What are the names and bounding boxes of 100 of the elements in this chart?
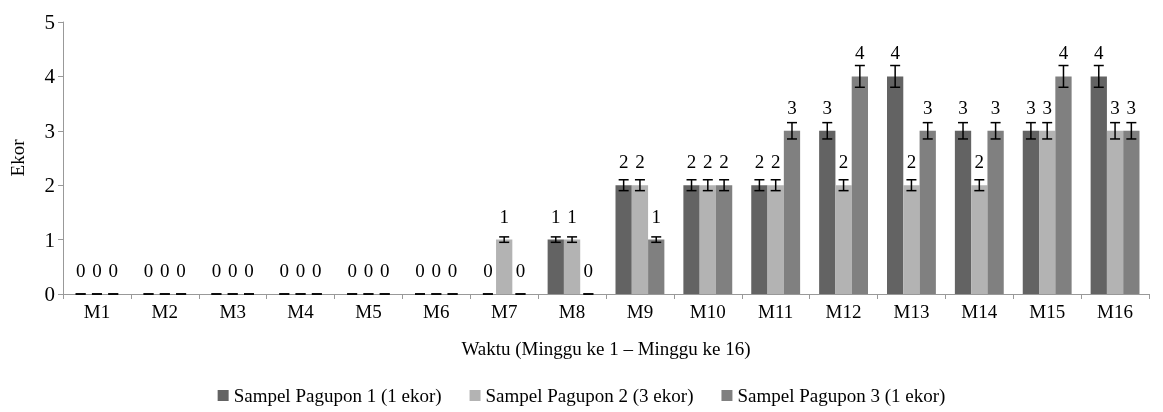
bar [835,185,852,294]
bar [987,130,1004,294]
x-tick-label: M5 [355,301,382,322]
x-tick-label: M9 [626,301,654,322]
y-tick-label: 5 [44,10,55,34]
x-tick-label: M13 [893,301,930,322]
legend-label: Sampel Pagupon 2 (3 ekor) [485,385,694,407]
data-label: 2 [703,151,713,173]
bar [887,76,904,294]
x-tick-label: M7 [490,301,518,322]
bar [819,130,836,294]
y-tick-label: 3 [44,118,55,143]
bar [903,185,920,294]
data-label: 0 [379,260,390,281]
bar [547,239,564,294]
data-label: 3 [1126,96,1137,118]
bar [1055,76,1072,294]
data-label: 2 [719,151,729,173]
data-label: 4 [890,42,901,64]
bar [1039,130,1056,294]
bar [615,185,632,294]
data-label: 4 [1058,42,1069,64]
bar [851,76,868,294]
bar [496,239,513,294]
data-label: 0 [108,260,118,281]
y-tick-label: 0 [44,282,55,306]
x-tick-label: M15 [1029,301,1066,322]
x-axis-title: Waktu (Minggu ke 1 – Minggu ke 16) [461,338,751,360]
data-label: 1 [551,205,561,227]
data-label: 0 [160,260,170,281]
data-label: 1 [567,205,577,227]
bar [1090,76,1107,294]
x-tick-label: M12 [825,301,862,322]
bar [683,185,700,294]
x-tick-label: M14 [961,301,998,322]
data-label: 4 [855,42,866,64]
bar [954,130,972,294]
data-label: 3 [958,96,968,118]
bar [767,185,784,294]
x-tick-label: M2 [151,301,179,322]
y-axis-title: Ekor [7,138,28,177]
data-label: 0 [447,260,458,281]
legend-label: Sampel Pagupon 3 (1 ekor) [737,385,946,407]
data-label: 2 [974,151,985,173]
x-tick-label: M16 [1097,301,1134,322]
y-tick-label: 4 [44,64,56,89]
x-tick-label: M11 [758,301,794,322]
data-label: 0 [244,260,254,281]
x-tick-label: M8 [558,301,586,322]
bar [751,185,768,294]
data-label: 1 [499,205,509,227]
x-tick-label: M6 [423,301,450,322]
data-label: 0 [583,260,594,281]
data-label: 0 [295,260,306,281]
bar [699,185,716,294]
data-label: 2 [686,151,697,173]
x-tick-label: M1 [83,301,111,322]
data-label: 0 [431,260,442,281]
data-label: 2 [635,151,645,173]
y-tick-label: 1 [44,227,55,252]
data-label: 2 [754,151,765,173]
data-label: 3 [787,96,797,118]
data-label: 1 [651,205,661,227]
data-label: 0 [92,260,102,281]
bar [971,185,988,294]
bar [783,130,801,294]
data-label: 3 [822,96,833,118]
data-label: 3 [1042,96,1052,118]
legend-label: Sampel Pagupon 1 (1 ekor) [233,385,442,407]
data-label: 0 [211,260,222,281]
bar [563,239,581,294]
bar [631,185,649,294]
data-label: 2 [618,151,629,173]
bar [1106,130,1124,294]
bar [648,239,665,294]
bar [1022,130,1040,294]
bar [1123,130,1140,294]
data-label: 3 [990,96,1001,118]
data-label: 2 [770,151,781,173]
data-label: 2 [838,151,849,173]
bar [715,185,733,294]
x-tick-label: M3 [219,301,246,322]
data-label: 3 [1026,96,1036,118]
data-label: 0 [363,260,374,281]
data-label: 3 [922,96,933,118]
data-label: 0 [415,260,425,281]
data-label: 0 [143,260,154,281]
data-label: 0 [312,260,322,281]
data-label: 0 [227,260,238,281]
x-tick-label: M10 [689,301,726,322]
data-label: 0 [279,260,290,281]
data-label: 0 [75,260,86,281]
x-tick-label: M4 [287,301,315,322]
data-label: 0 [515,260,526,281]
data-label: 3 [1110,96,1120,118]
data-label: 0 [176,260,186,281]
y-tick-label: 2 [44,173,55,198]
data-label: 2 [906,151,917,173]
data-label: 4 [1094,42,1105,64]
data-label: 0 [347,260,357,281]
